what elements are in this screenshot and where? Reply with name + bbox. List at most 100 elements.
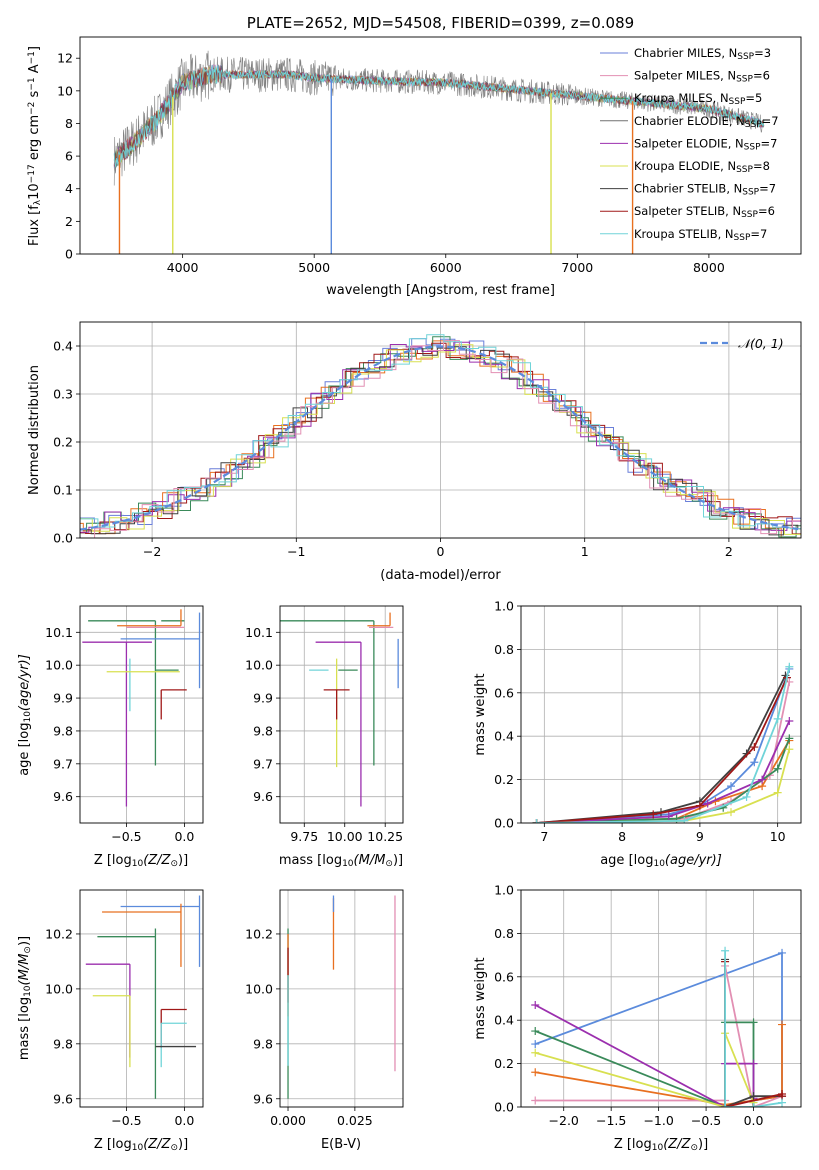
label-part: ⊙ [385, 859, 393, 869]
weight-marker [695, 801, 704, 810]
legend-entry: Kroupa STELIB, NSSP=7 [634, 227, 767, 243]
y-tick-label: 10.1 [245, 625, 273, 640]
weight-marker [531, 1001, 540, 1010]
y-tick-label: 0.4 [494, 729, 514, 744]
plot-area [85, 895, 201, 1099]
weight-marker [785, 717, 794, 726]
axes-spectrum: 4000 5000 6000 7000 8000 0 2 4 6 8 10 12 [57, 36, 802, 275]
label-part: (Z/Z [143, 1137, 171, 1152]
label-part: )] [393, 853, 403, 868]
axes-frame [279, 605, 404, 824]
y-tick-label: 2 [65, 214, 73, 229]
legend-entry: Salpeter MILES, NSSP=6 [634, 69, 770, 85]
x-tick-label: 10.25 [367, 829, 403, 844]
y-tick-label: 0.8 [494, 926, 514, 941]
label-part: (Z/Z [663, 1137, 691, 1152]
y-tick-label: 10.2 [245, 926, 273, 941]
label-part: 10 [27, 183, 42, 200]
spectrum-data-line [113, 50, 765, 186]
y-tick-label: 9.7 [53, 756, 73, 771]
x-tick-label: 0.0 [744, 1113, 764, 1128]
x-tick-label: −1.0 [643, 1113, 673, 1128]
y-tick-label: 9.8 [53, 723, 73, 738]
plot-area [531, 946, 787, 1107]
y-tick-label: 9.8 [253, 1036, 273, 1051]
histogram-step [80, 336, 801, 538]
x-tick-label: 8000 [693, 260, 725, 275]
legend-entry: Chabrier ELODIE, NSSP=7 [634, 114, 779, 130]
x-tick-label: 9 [696, 829, 704, 844]
x-tick-label: −0.5 [111, 1113, 141, 1128]
x-axis-label: wavelength [Angstrom, rest frame] [326, 283, 555, 298]
label-part: SSP [736, 165, 753, 175]
axes-frame [520, 889, 802, 1108]
y-tick-label: 10.0 [45, 658, 73, 673]
x-axis-label: (data-model)/error [380, 568, 501, 583]
x-tick-label: −1 [287, 544, 305, 559]
x-tick-label: 10.00 [327, 829, 363, 844]
label-part: mass [log [279, 853, 342, 868]
label-part: )] [178, 853, 188, 868]
label-part: 10 [132, 1143, 144, 1153]
y-tick-label: 10.0 [245, 658, 273, 673]
weight-marker [773, 714, 782, 723]
x-tick-label: −2.0 [549, 1113, 579, 1128]
x-axis-label: age [log10(age/yr)] [600, 853, 722, 869]
y-axis-label: mass [log10(M/M⊙)] [17, 936, 33, 1060]
label-part: ⊙ [23, 946, 33, 954]
label-part: Kroupa STELIB, N [634, 227, 734, 241]
weight-marker [758, 775, 767, 784]
y-tick-label: 0.2 [494, 772, 514, 787]
axes-frame [79, 889, 204, 1108]
y-tick-label: 9.9 [253, 691, 273, 706]
weight-line [536, 668, 791, 823]
plot-area [532, 662, 794, 823]
label-part: mass [log [17, 997, 32, 1060]
y-tick-label: 8 [65, 116, 73, 131]
x-axis-label: mass [log10(M/M⊙)] [279, 853, 403, 869]
y-tick-label: 0.6 [494, 969, 514, 984]
label-part: )] [178, 1137, 188, 1152]
label-part: 10 [653, 859, 665, 869]
label-part: A [27, 64, 42, 77]
y-tick-label: 10.2 [45, 926, 73, 941]
label-part: ⊙ [170, 1143, 178, 1153]
weight-marker [721, 946, 730, 955]
x-axis-label: Z [log10(Z/Z⊙)] [614, 1137, 708, 1153]
weight-line [536, 677, 788, 823]
y-tick-label: 0.0 [494, 816, 514, 831]
label-part: SSP [742, 188, 759, 198]
label-part: =6 [753, 69, 770, 83]
weight-marker [749, 1103, 758, 1107]
x-tick-label: −0.5 [111, 829, 141, 844]
y-tick-label: 0.0 [494, 1100, 514, 1115]
label-part: Salpeter STELIB, N [634, 204, 741, 218]
weight-marker [750, 758, 759, 767]
label-part: Z [log [614, 1137, 652, 1152]
weight-marker [680, 816, 689, 823]
label-part: Flux [f [27, 205, 42, 246]
gaussian-curve [80, 345, 799, 531]
y-tick-label: 0.2 [53, 435, 73, 450]
weight-marker [649, 810, 658, 819]
plot-area [82, 609, 201, 807]
x-tick-label: 0.000 [270, 1113, 306, 1128]
label-part: =6 [758, 204, 775, 218]
label-part: SSP [744, 143, 761, 153]
y-axis-label: Flux [fλ10−17 erg cm−2 s−1 A−1] [27, 46, 43, 246]
label-part: Z [log [94, 1137, 132, 1152]
label-part: 10 [342, 859, 354, 869]
label-part: SSP [745, 120, 762, 130]
axes-mass-vs-EBV: 0.000 0.025 9.6 9.8 10.0 10.2 [245, 889, 404, 1128]
label-part: =5 [745, 91, 762, 105]
weight-marker [749, 1018, 758, 1027]
label-part: )] [17, 936, 32, 946]
axes-frame [79, 605, 204, 824]
label-part: (M/M [17, 954, 32, 986]
label-part: λ [33, 199, 43, 205]
weight-marker [531, 1096, 540, 1105]
axes-mass-vs-Z: −0.5 0.0 9.6 9.8 10.0 10.2 [45, 889, 204, 1128]
label-part: Chabrier STELIB, N [634, 182, 742, 196]
y-tick-label: 9.6 [253, 789, 273, 804]
